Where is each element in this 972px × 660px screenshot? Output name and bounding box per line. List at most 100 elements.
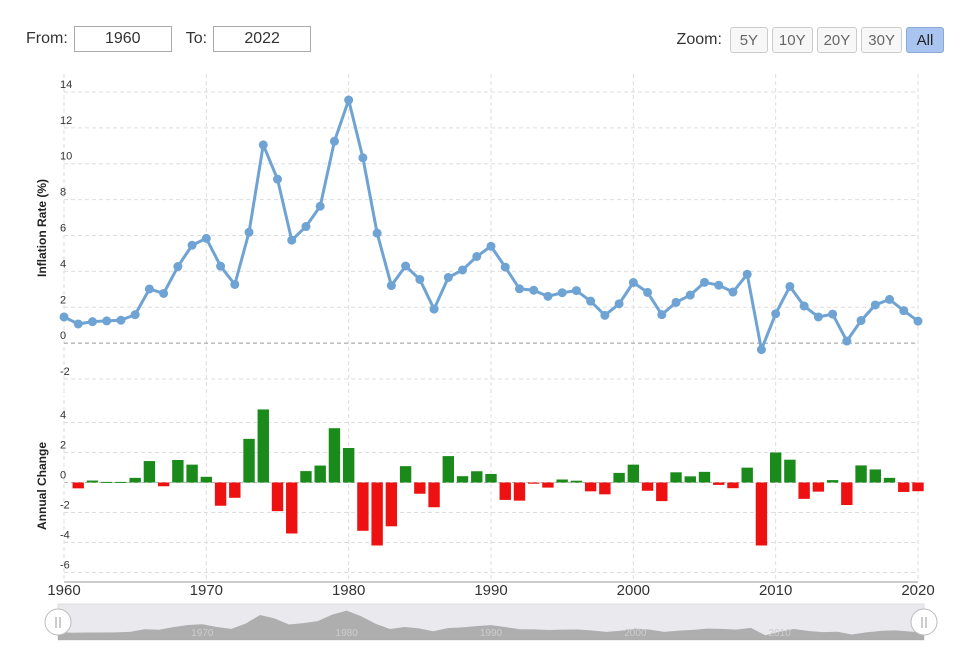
annual-change-bar <box>286 482 298 534</box>
zoom-all-button[interactable]: All <box>906 27 944 53</box>
y-tick-label: -2 <box>60 500 70 512</box>
inflation-point <box>842 336 852 346</box>
from-date-input[interactable] <box>73 26 172 52</box>
inflation-point <box>258 140 268 150</box>
annual-change-bar <box>755 482 768 546</box>
annual-change-bar <box>399 466 412 483</box>
annual-change-bar <box>513 482 526 501</box>
inflation-point <box>301 222 311 232</box>
navigator-label: 2010 <box>769 628 792 639</box>
y-tick-label: 14 <box>60 79 72 91</box>
annual-change-bar <box>243 438 255 483</box>
x-tick-label: 1990 <box>474 582 507 599</box>
annual-change-bar <box>898 482 910 492</box>
inflation-point <box>685 290 695 300</box>
annual-change-bar <box>570 480 583 483</box>
annual-change-bar <box>684 476 696 483</box>
annual-change-bar <box>229 482 241 498</box>
inflation-point <box>529 285 539 295</box>
annual-change-bar <box>471 471 483 483</box>
annual-change-bar <box>584 482 597 492</box>
annual-change-bar <box>826 480 839 483</box>
x-tick-label: 1980 <box>332 582 365 599</box>
annual-change-bar <box>528 482 540 484</box>
annual-change-y-axis-title: Annual Change <box>35 442 49 530</box>
y-tick-label: 10 <box>60 151 72 163</box>
inflation-point <box>500 262 510 272</box>
x-tick-label: 1970 <box>190 582 223 599</box>
annual-change-bar <box>314 465 326 483</box>
zoom-label: Zoom: <box>676 31 722 48</box>
annual-change-bar <box>670 472 682 483</box>
annual-change-bar <box>186 464 198 483</box>
inflation-point <box>714 280 724 290</box>
inflation-point <box>628 278 638 288</box>
annual-change-bar <box>101 481 113 483</box>
annual-change-bar <box>698 471 711 483</box>
inflation-point <box>386 281 396 291</box>
to-date-input[interactable] <box>213 26 312 52</box>
annual-change-bar <box>741 467 753 483</box>
navigator-right-handle <box>910 608 938 636</box>
inflation-y-axis-title: Inflation Rate (%) <box>35 179 49 277</box>
zoom-20y-button[interactable]: 20Y <box>816 27 858 53</box>
inflation-point <box>728 287 738 297</box>
inflation-point <box>600 310 610 320</box>
navigator-label: 1970 <box>191 628 214 639</box>
zoom-10y-button[interactable]: 10Y <box>771 27 813 53</box>
annual-change-bar <box>798 482 810 499</box>
annual-change-bar <box>627 464 640 483</box>
annual-change-bar <box>499 482 511 500</box>
y-tick-label: 8 <box>60 187 66 199</box>
y-tick-label: -4 <box>60 530 70 542</box>
inflation-point <box>557 288 567 298</box>
annual-change-bar <box>869 469 881 483</box>
inflation-point <box>543 291 553 301</box>
annual-change-bar <box>485 473 497 483</box>
navigator-label: 2000 <box>624 628 647 639</box>
inflation-point <box>885 294 895 304</box>
annual-change-bar <box>115 481 127 483</box>
inflation-point <box>486 241 496 251</box>
inflation-point <box>856 316 866 326</box>
inflation-point <box>287 235 297 245</box>
annual-change-bar <box>713 482 725 485</box>
inflation-point <box>116 315 126 325</box>
annual-change-bar <box>883 477 896 483</box>
x-tick-label: 1960 <box>47 582 80 599</box>
inflation-point <box>59 312 69 322</box>
annual-change-bar <box>784 459 796 483</box>
annual-change-bar <box>342 448 355 483</box>
inflation-point <box>130 310 140 320</box>
navigator[interactable]: 1970 1980 1990 2000 2010 <box>44 603 938 641</box>
from-label: From: <box>26 30 68 47</box>
inflation-point <box>273 174 282 184</box>
annual-change-bars <box>72 409 924 546</box>
annual-change-bar <box>271 482 284 512</box>
inflation-point <box>756 345 766 355</box>
annual-change-bar <box>200 476 213 483</box>
y-tick-label: 2 <box>60 440 66 452</box>
inflation-point <box>216 261 226 271</box>
y-tick-label: -6 <box>60 560 70 572</box>
annual-change-bar <box>385 482 398 527</box>
inflation-point <box>344 95 354 105</box>
to-label: To: <box>185 30 208 47</box>
annual-change-bar <box>328 428 341 483</box>
inflation-point <box>429 304 439 314</box>
inflation-point <box>571 286 581 296</box>
y-tick-label: 6 <box>60 223 66 235</box>
inflation-point <box>586 296 596 306</box>
zoom-30y-button[interactable]: 30Y <box>861 27 902 53</box>
inflation-point <box>73 319 83 329</box>
inflation-point <box>443 272 453 282</box>
navigator-series <box>58 610 924 640</box>
annual-change-bar <box>855 465 867 483</box>
annual-change-bar <box>214 482 227 506</box>
inflation-line-series <box>59 95 923 355</box>
inflation-point <box>173 262 183 272</box>
zoom-5y-button[interactable]: 5Y <box>729 27 768 53</box>
inflation-point <box>771 309 781 319</box>
inflation-point <box>828 309 838 319</box>
grid-lines <box>63 74 919 580</box>
